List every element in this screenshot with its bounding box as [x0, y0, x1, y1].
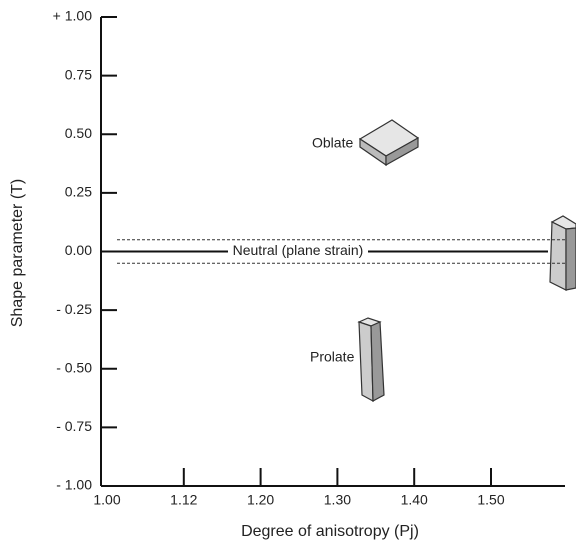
- neutral-label: Neutral (plane strain): [233, 242, 364, 258]
- y-axis-label: Shape parameter (T): [9, 179, 26, 328]
- prolate-icon: [357, 317, 385, 403]
- annotation: Prolate: [310, 349, 355, 365]
- y-tick-label: 0.25: [65, 184, 92, 200]
- y-tick-label: - 0.25: [56, 301, 92, 317]
- x-tick-label: 1.30: [324, 492, 351, 508]
- y-tick-label: 0.00: [65, 242, 92, 258]
- y-tick-label: 0.50: [65, 125, 92, 141]
- x-tick-label: 1.20: [247, 492, 274, 508]
- y-tick-label: - 1.00: [56, 477, 92, 493]
- y-tick-label: 0.75: [65, 66, 92, 82]
- x-tick-label: 1.50: [477, 492, 504, 508]
- column-icon: [549, 215, 576, 291]
- y-tick-label: + 1.00: [53, 8, 93, 24]
- x-tick-label: 1.40: [401, 492, 428, 508]
- x-tick-label: 1.00: [93, 492, 120, 508]
- y-tick-label: - 0.75: [56, 418, 92, 434]
- y-tick-label: - 0.50: [56, 359, 92, 375]
- x-axis-label: Degree of anisotropy (Pj): [241, 523, 419, 540]
- annotation: Oblate: [312, 135, 353, 151]
- oblate-icon: [358, 119, 420, 167]
- x-tick-label: 1.12: [170, 492, 197, 508]
